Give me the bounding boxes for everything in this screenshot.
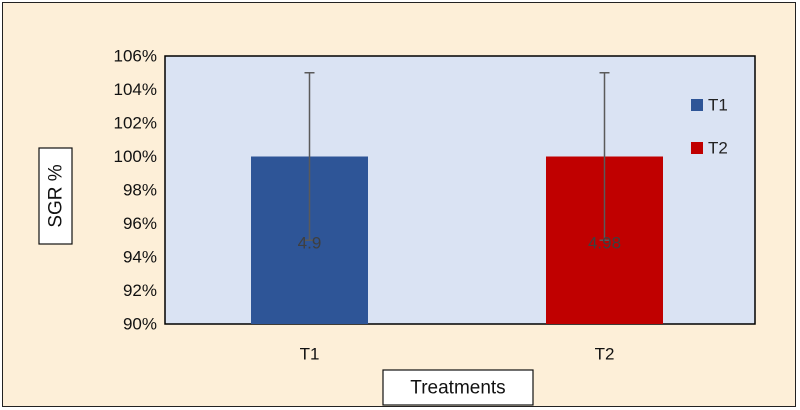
y-tick-label: 96% <box>123 214 157 233</box>
y-tick-label: 92% <box>123 281 157 300</box>
y-axis-title: SGR % <box>46 164 67 227</box>
x-tick-label-t1: T1 <box>300 345 320 364</box>
y-tick-label: 98% <box>123 181 157 200</box>
y-tick-label: 104% <box>114 80 157 99</box>
legend-label-t2: T2 <box>708 139 728 158</box>
legend-swatch-t2 <box>691 142 703 154</box>
x-tick-label-t2: T2 <box>595 345 615 364</box>
data-label-t1: 4.9 <box>298 234 322 253</box>
legend-swatch-t1 <box>691 99 703 111</box>
data-label-t2: 4.98 <box>588 234 621 253</box>
y-tick-label: 106% <box>114 47 157 66</box>
y-tick-label: 90% <box>123 315 157 334</box>
y-tick-label: 102% <box>114 114 157 133</box>
x-axis-categories: T1 T2 <box>300 345 615 364</box>
error-bar-t1 <box>304 72 315 241</box>
legend: T1 T2 <box>691 96 728 158</box>
error-bar-t2 <box>599 72 610 241</box>
x-axis-title-box <box>382 369 534 406</box>
x-axis-title: Treatments <box>410 378 505 399</box>
y-axis-title-box <box>38 147 73 245</box>
y-axis-ticks: 90% 92% 94% 96% 98% 100% 102% 104% 106% <box>114 47 157 334</box>
error-bars <box>304 72 610 241</box>
legend-label-t1: T1 <box>708 96 728 115</box>
y-tick-label: 94% <box>123 248 157 267</box>
data-labels: 4.9 4.98 <box>298 234 621 253</box>
y-tick-label: 100% <box>114 147 157 166</box>
